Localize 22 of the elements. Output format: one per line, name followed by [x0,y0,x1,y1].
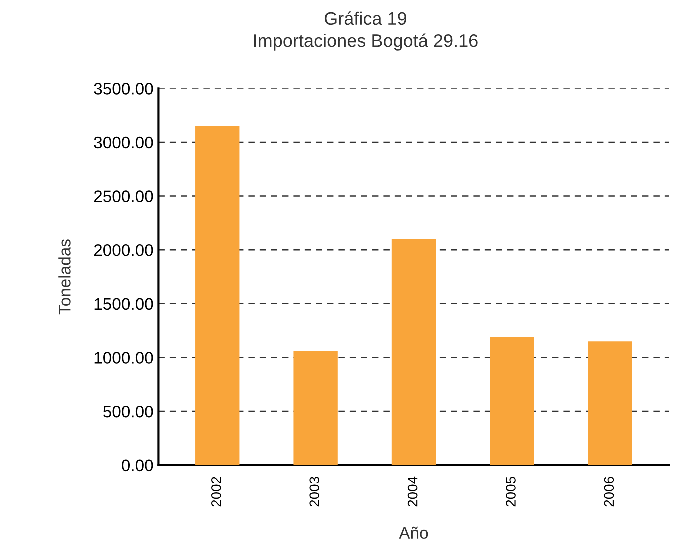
y-tick-label: 2000.00 [94,244,154,256]
y-tick-label: 500.00 [104,406,154,418]
x-tick-label: 2006 [604,477,614,507]
chart-subtitle: Importaciones Bogotá 29.16 [254,34,478,51]
y-tick-label: 1500.00 [94,298,154,310]
x-tick-label: 2003 [310,477,320,507]
y-tick-label: 3500.00 [94,83,154,95]
bar [196,126,240,466]
y-tick-label: 2500.00 [94,190,154,202]
bar [490,337,534,466]
x-axis-title: Año [399,526,428,540]
y-tick-label: 1000.00 [94,352,154,364]
x-tick-label: 2004 [408,476,418,507]
y-tick-label: 0.00 [122,460,154,472]
bar [588,342,632,466]
x-tick-label: 2005 [506,477,516,507]
chart-title: Gráfica 19 [324,12,406,26]
bar [294,351,338,466]
x-tick-label: 2002 [212,477,222,507]
y-axis-title: Toneladas [58,240,71,315]
bar [392,239,436,466]
y-tick-label: 3000.00 [94,136,154,149]
